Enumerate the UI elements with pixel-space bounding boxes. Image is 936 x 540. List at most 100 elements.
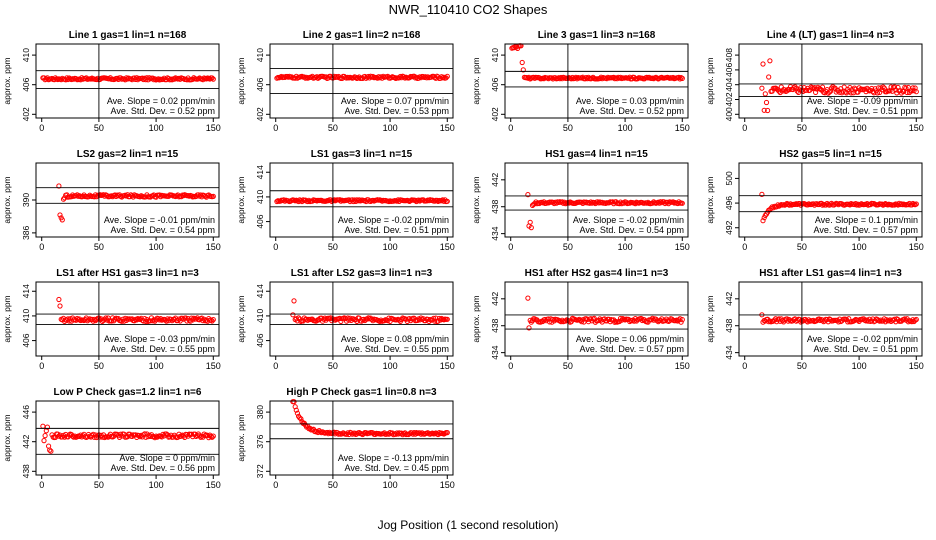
x-tick-label: 100: [618, 361, 633, 371]
panel-8: HS2 gas=5 lin=1 n=15 approx. ppm 0 50 100 150…: [705, 149, 924, 252]
x-tick-label: 100: [383, 123, 398, 133]
data-point: [760, 218, 766, 224]
plot-frame: [269, 162, 454, 238]
x-tick-label: 150: [909, 361, 924, 371]
y-tick-label: 390: [21, 193, 31, 207]
data-point: [57, 212, 63, 218]
y-tick-label: 406: [724, 63, 734, 77]
data-point: [678, 319, 684, 325]
panel-ylabel: approx. ppm: [471, 57, 481, 104]
slope-annotation: Ave. Slope = 0.03 ppm/min: [576, 96, 684, 106]
data-point: [913, 201, 919, 207]
data-point: [348, 430, 354, 436]
data-point: [761, 107, 767, 113]
panel-2: Line 2 gas=1 lin=2 n=168 approx. ppm 0 50 10…: [236, 30, 455, 133]
data-point: [132, 432, 139, 438]
x-tick-label: 150: [440, 480, 455, 490]
data-point: [525, 192, 531, 198]
x-tick-label: 100: [852, 123, 867, 133]
x-tick-label: 50: [328, 480, 338, 490]
data-point: [146, 75, 152, 81]
data-point: [168, 316, 174, 322]
data-point: [296, 315, 302, 321]
data-point: [314, 318, 320, 324]
data-point: [209, 318, 215, 324]
panel-ylabel: approx. ppm: [236, 295, 246, 342]
x-tick-label: 150: [909, 123, 924, 133]
data-point: [281, 197, 287, 203]
data-point: [869, 85, 875, 92]
stddev-annotation: Ave. Std. Dev. = 0.51 ppm: [345, 225, 449, 235]
panel-ylabel: approx. ppm: [2, 414, 12, 461]
panel-ylabel: approx. ppm: [471, 176, 481, 223]
data-point: [294, 410, 300, 416]
data-point: [677, 76, 683, 82]
y-tick-label: 402: [490, 107, 500, 121]
slope-annotation: Ave. Slope = 0 ppm/min: [119, 453, 215, 463]
x-tick-label: 150: [206, 123, 221, 133]
data-point: [511, 45, 517, 51]
data-point: [528, 225, 534, 231]
y-tick-label: 410: [21, 309, 31, 323]
y-tick-label: 434: [724, 345, 734, 359]
data-point: [209, 434, 215, 440]
x-tick-label: 150: [909, 242, 924, 252]
data-point: [829, 85, 835, 91]
x-tick-label: 150: [675, 242, 690, 252]
x-tick-label: 150: [440, 361, 455, 371]
panel-title: Line 2 gas=1 lin=2 n=168: [303, 30, 421, 41]
data-point: [297, 415, 303, 421]
figure-xlabel: Jog Position (1 second resolution): [377, 518, 559, 532]
panel-1: Line 1 gas=1 lin=1 n=168 approx. ppm 0 50 10…: [2, 30, 221, 133]
x-tick-label: 150: [675, 123, 690, 133]
data-point: [324, 429, 330, 436]
x-tick-label: 0: [39, 480, 44, 490]
y-tick-label: 434: [490, 226, 500, 240]
data-point: [905, 319, 911, 325]
data-point: [827, 88, 834, 94]
data-point: [60, 196, 67, 202]
panel-ylabel: approx. ppm: [705, 295, 715, 342]
plot-frame: [269, 43, 454, 119]
panel-ylabel: approx. ppm: [236, 57, 246, 104]
y-tick-label: 406: [255, 77, 265, 91]
data-point: [441, 74, 447, 80]
x-tick-label: 0: [508, 242, 513, 252]
stddev-annotation: Ave. Std. Dev. = 0.45 ppm: [345, 463, 449, 473]
data-point: [298, 416, 304, 422]
data-point: [547, 319, 553, 325]
data-point: [152, 76, 158, 82]
x-tick-label: 100: [383, 361, 398, 371]
data-point: [819, 84, 826, 90]
data-point: [588, 199, 594, 205]
data-point: [569, 74, 576, 81]
data-point: [679, 317, 685, 323]
data-point: [436, 430, 442, 436]
panel-title: LS1 gas=3 lin=1 n=15: [311, 149, 413, 160]
y-tick-label: 438: [490, 318, 500, 332]
data-point: [805, 202, 811, 208]
data-point: [167, 434, 173, 440]
stddev-annotation: Ave. Std. Dev. = 0.54 ppm: [580, 225, 684, 235]
panel-5: LS2 gas=2 lin=1 n=15 approx. ppm 0 50 100 150…: [2, 149, 221, 252]
data-point: [48, 448, 54, 454]
data-point: [56, 296, 62, 303]
slope-annotation: Ave. Slope = -0.02 ppm/min: [807, 334, 918, 344]
data-point: [291, 399, 297, 405]
x-tick-label: 50: [94, 361, 104, 371]
data-point: [71, 434, 77, 440]
x-tick-label: 0: [273, 242, 278, 252]
stddev-annotation: Ave. Std. Dev. = 0.55 ppm: [111, 344, 215, 354]
x-tick-label: 0: [508, 361, 513, 371]
y-tick-label: 386: [21, 226, 31, 240]
data-point: [179, 315, 185, 321]
y-tick-label: 410: [255, 190, 265, 204]
y-tick-label: 404: [724, 77, 734, 91]
data-point: [537, 319, 544, 325]
x-tick-label: 150: [675, 361, 690, 371]
data-point: [604, 76, 610, 82]
slope-annotation: Ave. Slope = -0.02 ppm/min: [338, 215, 449, 225]
slope-annotation: Ave. Slope = 0.08 ppm/min: [341, 334, 449, 344]
data-point: [851, 317, 858, 324]
